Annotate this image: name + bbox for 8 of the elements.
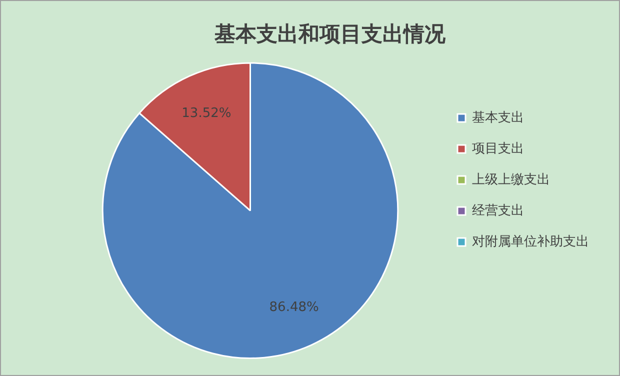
data-label: 86.48%: [269, 300, 319, 315]
legend-label: 对附属单位补助支出: [472, 234, 589, 250]
legend-label: 经营支出: [472, 203, 524, 218]
chart-title: 基本支出和项目支出情况: [214, 21, 446, 46]
legend-label: 上级上缴支出: [472, 172, 550, 188]
data-label: 13.52%: [182, 106, 232, 122]
legend-label: 基本支出: [472, 110, 524, 126]
legend-label: 项目支出: [472, 141, 524, 156]
